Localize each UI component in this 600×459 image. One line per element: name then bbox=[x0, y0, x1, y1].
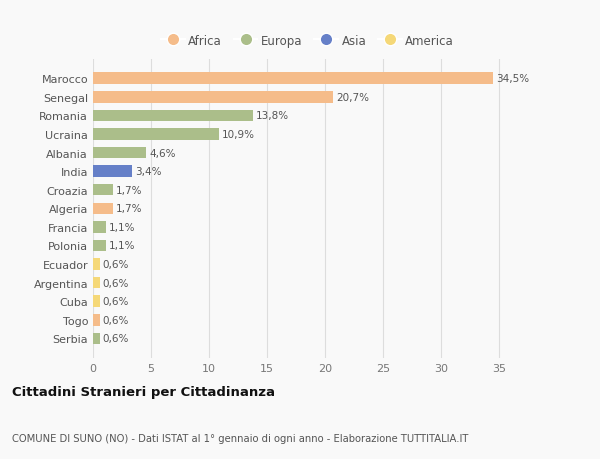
Bar bbox=[93, 129, 220, 140]
Text: Cittadini Stranieri per Cittadinanza: Cittadini Stranieri per Cittadinanza bbox=[12, 385, 275, 398]
Bar bbox=[93, 240, 106, 252]
Text: 20,7%: 20,7% bbox=[336, 93, 369, 102]
Text: 10,9%: 10,9% bbox=[222, 129, 255, 140]
Legend: Africa, Europa, Asia, America: Africa, Europa, Asia, America bbox=[157, 30, 458, 52]
Text: 34,5%: 34,5% bbox=[496, 74, 529, 84]
Bar bbox=[93, 92, 333, 103]
Bar bbox=[93, 185, 113, 196]
Bar bbox=[93, 73, 493, 85]
Text: 1,1%: 1,1% bbox=[109, 241, 135, 251]
Bar bbox=[93, 222, 106, 233]
Text: COMUNE DI SUNO (NO) - Dati ISTAT al 1° gennaio di ogni anno - Elaborazione TUTTI: COMUNE DI SUNO (NO) - Dati ISTAT al 1° g… bbox=[12, 433, 469, 442]
Text: 0,6%: 0,6% bbox=[103, 315, 129, 325]
Text: 1,7%: 1,7% bbox=[116, 204, 142, 214]
Bar bbox=[93, 296, 100, 308]
Text: 1,7%: 1,7% bbox=[116, 185, 142, 195]
Bar bbox=[93, 333, 100, 344]
Text: 1,1%: 1,1% bbox=[109, 223, 135, 232]
Bar bbox=[93, 277, 100, 289]
Bar bbox=[93, 166, 133, 178]
Bar bbox=[93, 314, 100, 326]
Bar bbox=[93, 110, 253, 122]
Text: 3,4%: 3,4% bbox=[136, 167, 162, 177]
Text: 13,8%: 13,8% bbox=[256, 111, 289, 121]
Bar bbox=[93, 203, 113, 215]
Text: 0,6%: 0,6% bbox=[103, 297, 129, 307]
Text: 0,6%: 0,6% bbox=[103, 334, 129, 344]
Bar bbox=[93, 147, 146, 159]
Text: 0,6%: 0,6% bbox=[103, 278, 129, 288]
Text: 4,6%: 4,6% bbox=[149, 148, 176, 158]
Bar bbox=[93, 259, 100, 270]
Text: 0,6%: 0,6% bbox=[103, 259, 129, 269]
